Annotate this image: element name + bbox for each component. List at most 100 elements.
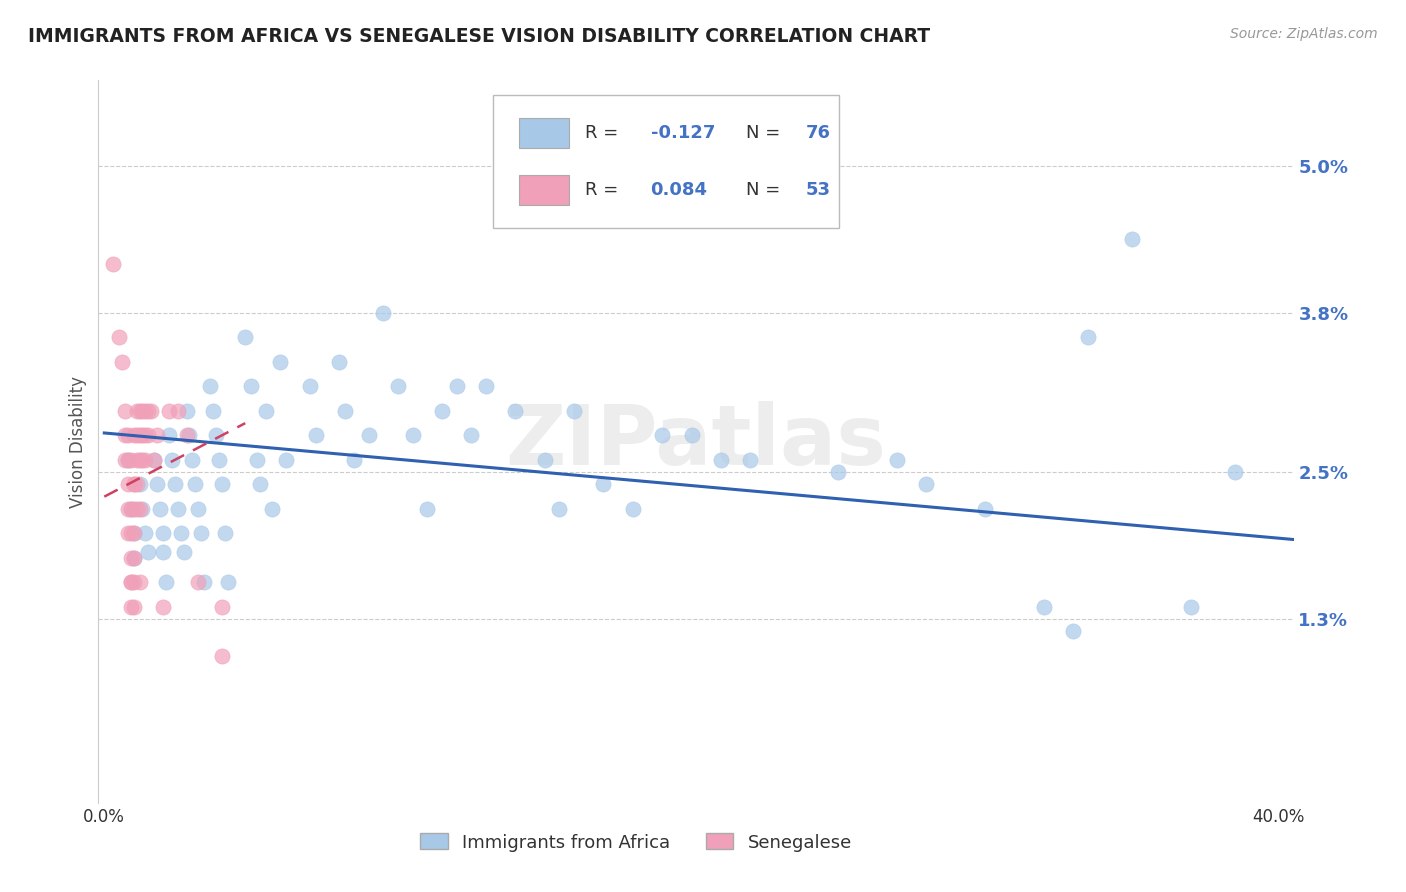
Point (176, 404, 198, 418)
Point (101, 257, 124, 271)
Point (915, 477, 938, 491)
Point (328, 355, 350, 369)
Point (120, 575, 142, 590)
Point (122, 477, 145, 491)
Point (163, 477, 186, 491)
Point (117, 526, 139, 541)
Point (160, 453, 183, 467)
Point (138, 428, 160, 442)
Point (249, 477, 271, 491)
Point (128, 477, 150, 491)
Text: R =: R = (585, 124, 624, 142)
Point (131, 404, 153, 418)
Point (111, 355, 134, 369)
Point (120, 526, 142, 541)
Point (143, 453, 166, 467)
Point (254, 404, 277, 418)
Point (387, 379, 409, 393)
Text: N =: N = (747, 181, 786, 199)
Point (134, 404, 156, 418)
Point (179, 428, 201, 442)
Text: 0.084: 0.084 (651, 181, 707, 199)
Point (1121, 232, 1143, 246)
Point (157, 404, 180, 418)
Text: Source: ZipAtlas.com: Source: ZipAtlas.com (1230, 27, 1378, 41)
Text: R =: R = (585, 181, 624, 199)
Text: 53: 53 (806, 181, 831, 199)
Point (214, 526, 236, 541)
Point (117, 502, 139, 516)
Point (505, 404, 527, 418)
Point (169, 526, 191, 541)
Point (120, 453, 142, 467)
Point (152, 526, 174, 541)
Point (651, 428, 673, 442)
Point (120, 550, 142, 565)
Point (122, 477, 145, 491)
Point (128, 502, 150, 516)
Point (1032, 599, 1054, 614)
Point (681, 428, 703, 442)
Point (562, 404, 585, 418)
Point (134, 526, 156, 541)
Point (157, 428, 180, 442)
Point (401, 428, 423, 442)
Point (187, 575, 209, 590)
Text: ZIPatlas: ZIPatlas (506, 401, 886, 482)
Point (125, 404, 148, 418)
Point (146, 477, 169, 491)
Point (120, 599, 142, 614)
Point (193, 575, 215, 590)
Point (131, 502, 153, 516)
Point (416, 502, 439, 516)
Point (125, 502, 148, 516)
Point (152, 599, 174, 614)
Point (149, 502, 172, 516)
Point (122, 428, 145, 442)
Point (166, 404, 188, 418)
Point (233, 330, 256, 344)
Point (298, 379, 321, 393)
Point (152, 545, 174, 559)
Point (211, 599, 233, 614)
Point (269, 355, 291, 369)
Text: 76: 76 (806, 124, 831, 142)
Text: IMMIGRANTS FROM AFRICA VS SENEGALESE VISION DISABILITY CORRELATION CHART: IMMIGRANTS FROM AFRICA VS SENEGALESE VIS… (28, 27, 931, 45)
Point (305, 428, 328, 442)
Point (122, 526, 145, 541)
Point (120, 502, 142, 516)
Point (131, 453, 153, 467)
Point (240, 379, 263, 393)
Point (974, 502, 997, 516)
Point (246, 453, 269, 467)
Point (120, 575, 142, 590)
Point (117, 453, 139, 467)
Point (1077, 330, 1099, 344)
Point (475, 379, 498, 393)
Point (446, 379, 468, 393)
Point (1223, 465, 1246, 479)
Point (114, 428, 136, 442)
Point (120, 502, 142, 516)
FancyBboxPatch shape (519, 118, 569, 148)
Point (125, 428, 148, 442)
Point (117, 477, 139, 491)
Point (430, 404, 453, 418)
Point (1062, 624, 1084, 639)
Point (217, 575, 239, 590)
Point (276, 453, 298, 467)
Point (740, 453, 762, 467)
Point (176, 428, 198, 442)
Point (122, 599, 145, 614)
Y-axis label: Vision Disability: Vision Disability (69, 376, 87, 508)
Point (125, 453, 148, 467)
Point (122, 550, 145, 565)
Point (181, 453, 204, 467)
Point (373, 306, 395, 320)
Point (343, 453, 366, 467)
Point (886, 453, 908, 467)
Point (125, 477, 148, 491)
Point (211, 648, 233, 663)
Point (621, 502, 644, 516)
Point (138, 545, 160, 559)
